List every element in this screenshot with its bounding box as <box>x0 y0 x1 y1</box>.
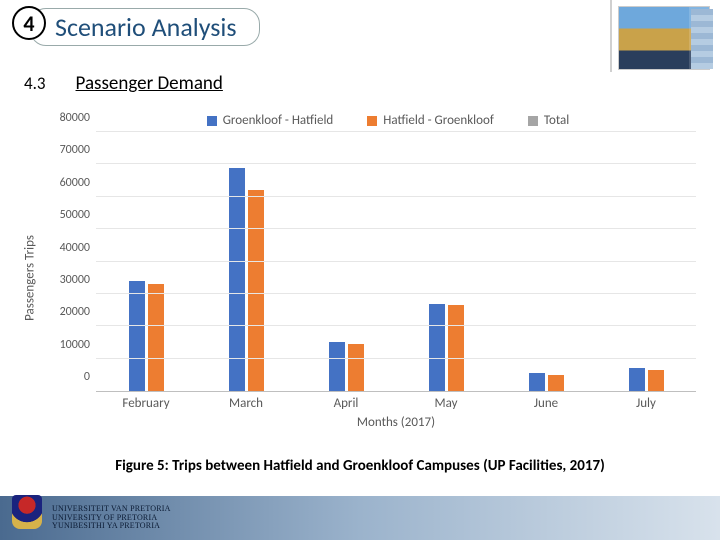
y-tick-label: 40000 <box>46 241 90 255</box>
passenger-demand-chart: Groenkloof - Hatfield Hatfield - Groenklo… <box>24 113 696 443</box>
bar <box>129 281 145 391</box>
bar <box>629 368 645 391</box>
slide-footer: UNIVERSITEIT VAN PRETORIAUNIVERSITY OF P… <box>0 496 720 540</box>
x-axis-labels: FebruaryMarchAprilMayJuneJuly <box>96 392 696 411</box>
y-tick-label: 60000 <box>46 176 90 190</box>
bar-group <box>496 132 596 391</box>
bar <box>429 304 445 391</box>
legend-label: Groenkloof - Hatfield <box>223 113 334 128</box>
y-tick-label: 50000 <box>46 208 90 222</box>
bar <box>348 344 364 391</box>
grid-line <box>96 163 696 164</box>
y-tick-label: 0 <box>46 370 90 384</box>
bar-group <box>596 132 696 391</box>
y-tick-label: 70000 <box>46 143 90 157</box>
university-name: UNIVERSITEIT VAN PRETORIAUNIVERSITY OF P… <box>52 505 171 530</box>
slide-header: 4 Scenario Analysis <box>0 0 720 48</box>
subsection-number: 4.3 <box>24 73 46 94</box>
x-tick-label: May <box>396 392 496 411</box>
y-axis-label: Passengers Trips <box>23 235 38 321</box>
legend-label: Hatfield - Groenkloof <box>383 113 494 128</box>
grid-line <box>96 196 696 197</box>
bar <box>248 190 264 391</box>
x-tick-label: June <box>496 392 596 411</box>
y-tick-label: 10000 <box>46 338 90 352</box>
subsection-header: 4.3 Passenger Demand <box>0 48 720 101</box>
vertical-separator <box>610 0 612 72</box>
grid-line <box>96 325 696 326</box>
bar <box>529 373 545 391</box>
y-tick-label: 20000 <box>46 305 90 319</box>
legend-swatch <box>207 116 217 126</box>
section-title: Scenario Analysis <box>30 8 260 46</box>
grid-line <box>96 228 696 229</box>
subsection-title: Passenger Demand <box>76 72 223 95</box>
x-tick-label: March <box>196 392 296 411</box>
chart-plot-area: 0100002000030000400005000060000700008000… <box>96 132 696 392</box>
chart-legend: Groenkloof - Hatfield Hatfield - Groenklo… <box>80 113 696 128</box>
legend-item: Groenkloof - Hatfield <box>207 113 334 128</box>
legend-label: Total <box>544 113 569 128</box>
y-tick-label: 30000 <box>46 273 90 287</box>
legend-swatch <box>528 116 538 126</box>
bar-group <box>296 132 396 391</box>
bar-group <box>196 132 296 391</box>
section-number-badge: 4 <box>12 6 46 40</box>
grid-line <box>96 358 696 359</box>
figure-caption: Figure 5: Trips between Hatfield and Gro… <box>0 457 720 475</box>
legend-item: Total <box>528 113 569 128</box>
bar-group <box>396 132 496 391</box>
y-tick-label: 80000 <box>46 111 90 125</box>
x-tick-label: February <box>96 392 196 411</box>
grid-line <box>96 261 696 262</box>
bar-groups <box>96 132 696 391</box>
bar <box>448 305 464 391</box>
building-photo-thumbnail <box>618 6 710 70</box>
university-crest-icon <box>12 495 42 529</box>
x-axis-title: Months (2017) <box>96 415 696 430</box>
bar <box>329 342 345 391</box>
bar <box>648 370 664 391</box>
legend-swatch <box>367 116 377 126</box>
bar-group <box>96 132 196 391</box>
x-tick-label: July <box>596 392 696 411</box>
bar <box>148 284 164 391</box>
grid-line <box>96 131 696 132</box>
bar <box>548 375 564 391</box>
legend-item: Hatfield - Groenkloof <box>367 113 494 128</box>
x-tick-label: April <box>296 392 396 411</box>
grid-line <box>96 293 696 294</box>
